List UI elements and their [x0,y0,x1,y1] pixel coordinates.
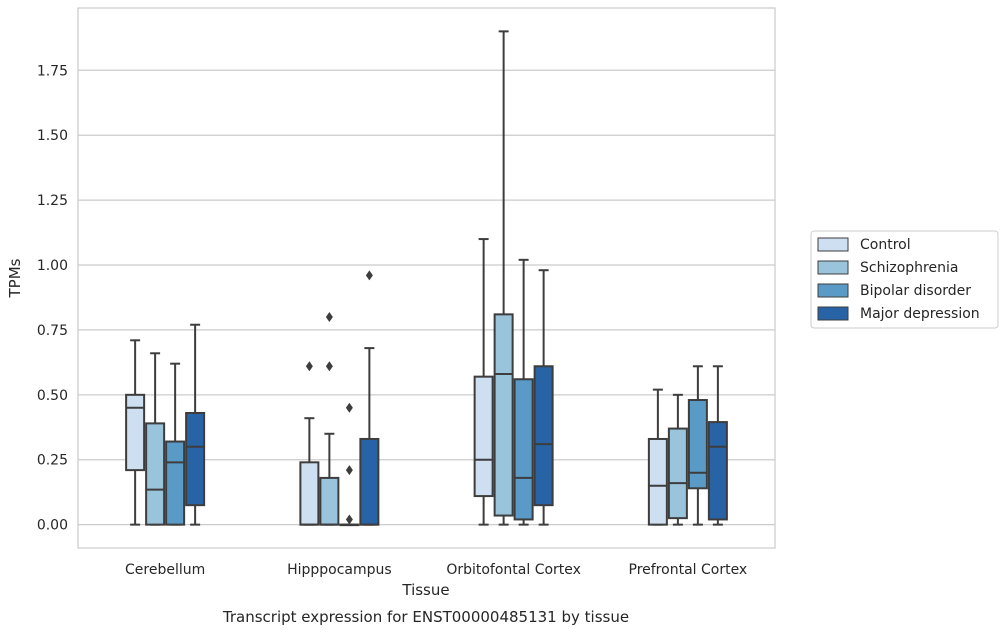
box-body [185,412,206,507]
legend-swatch [817,283,849,298]
outlier-point [345,514,353,525]
plot-frame [77,7,776,549]
x-tick-labels: Cerebellum Hipppocampus Orbitofontal Corte… [125,562,747,578]
box-body [145,422,166,526]
y-tick-label: 1.00 [37,258,68,274]
y-tick-label: 0.75 [37,323,68,339]
y-tick-label: 0.00 [37,518,68,534]
x-tick-label: Cerebellum [125,562,205,578]
legend-swatch [817,237,849,252]
legend-swatch [817,260,849,275]
y-tick-label: 0.25 [37,453,68,469]
box-body [299,461,320,526]
legend-label: Bipolar disorder [860,283,971,299]
box-3-2 [533,269,554,526]
y-tick-label: 1.75 [37,63,68,79]
box-2-1 [339,402,360,527]
legend-label: Schizophrenia [860,260,958,276]
box-2-0 [165,362,186,526]
outlier-point [305,361,313,372]
legend-swatch [817,306,849,321]
y-axis-label: TPMs [6,258,24,298]
box-1-3 [667,393,688,526]
box-0-2 [473,238,494,526]
x-tick-label: Prefrontal Cortex [629,562,748,578]
legend-frame [810,230,999,329]
legend: Control Schizophrenia Bipolar disorder Majo… [810,230,999,329]
box-body [165,440,186,526]
box-body [493,313,514,517]
box-body [667,427,688,520]
chart-caption: Transcript expression for ENST0000048513… [222,608,629,626]
box-body [319,476,340,526]
legend-label: Major depression [860,306,980,322]
outlier-point [325,311,333,322]
box-0-0 [125,339,146,526]
outlier-point [345,465,353,476]
box-1-1 [319,311,340,526]
y-tick-label: 1.50 [37,128,68,144]
y-tick-label: 0.50 [37,388,68,404]
outlier-point [345,402,353,413]
box-3-1 [359,270,380,526]
outlier-point [325,361,333,372]
legend-label: Control [860,237,911,253]
x-axis-label: Tissue [401,581,449,599]
box-body [707,421,728,521]
box-body [473,375,494,498]
box-3-3 [707,365,728,526]
box-body [533,365,554,507]
box-2-3 [687,365,708,526]
box-body [647,437,668,526]
box-3-0 [185,323,206,526]
outlier-point [365,270,373,281]
box-body [125,393,146,472]
x-tick-label: Hipppocampus [287,562,392,578]
box-body [687,399,708,490]
box-0-3 [647,388,668,526]
box-1-2 [493,30,514,526]
y-tick-labels: 0.00 0.25 0.50 0.75 1.00 1.25 1.50 1.75 [37,63,68,533]
box-body [359,437,380,526]
box-1-0 [145,352,166,526]
box-body [513,378,534,521]
plot-area [125,30,728,527]
box-2-2 [513,258,534,526]
box-0-1 [299,361,320,526]
legend-items: Control Schizophrenia Bipolar disorder Majo… [817,237,980,322]
x-tick-label: Orbitofontal Cortex [446,562,581,578]
y-tick-label: 1.25 [37,193,68,209]
